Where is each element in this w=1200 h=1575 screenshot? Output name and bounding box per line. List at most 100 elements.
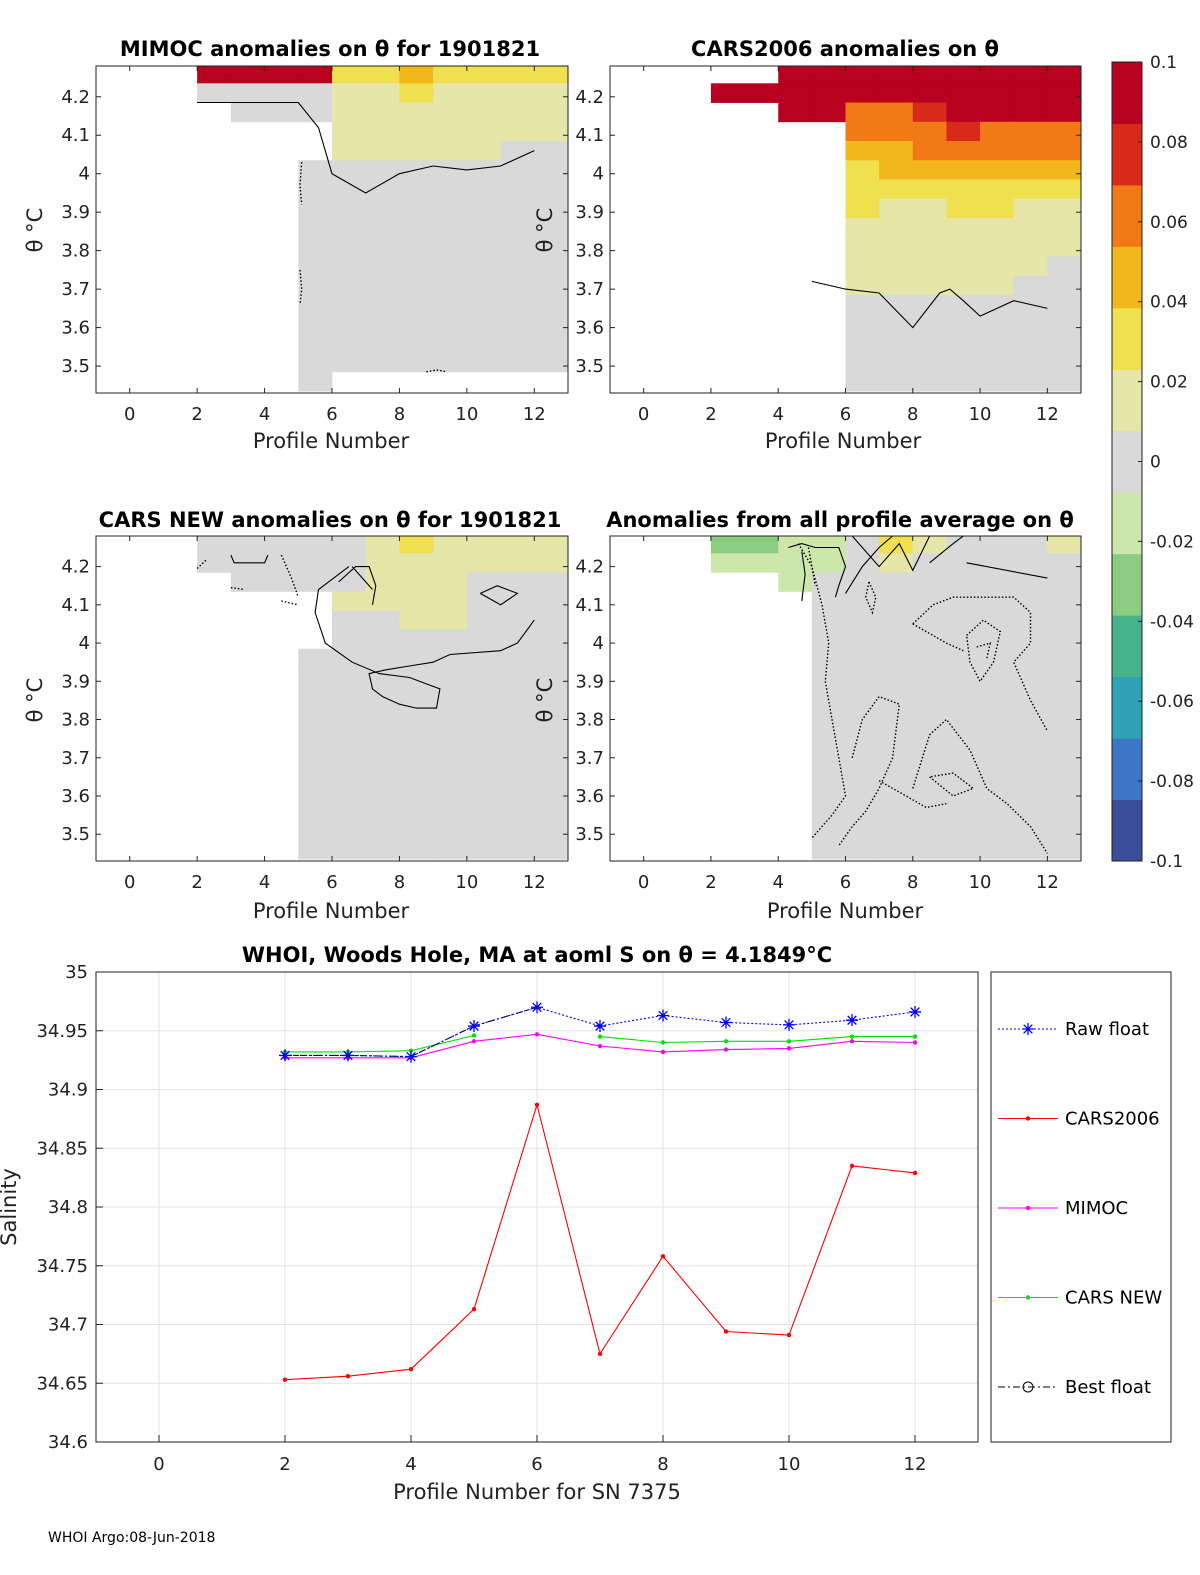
heatmap-cell xyxy=(433,294,468,315)
heatmap-title-1: CARS2006 anomalies on θ xyxy=(691,37,999,61)
heatmap-cell xyxy=(879,160,914,180)
series-marker xyxy=(783,1018,795,1031)
heatmap-cell xyxy=(879,198,914,219)
heatmap-cell xyxy=(879,687,914,707)
heatmap-cell xyxy=(845,217,880,238)
heatmap-cells xyxy=(197,66,569,392)
heatmap-cell xyxy=(1013,725,1048,745)
heatmap-cell xyxy=(298,553,333,573)
x-tick-label: 4 xyxy=(405,1454,416,1475)
heatmap-cell xyxy=(399,801,434,822)
heatmap-cell xyxy=(1013,275,1048,296)
heatmap-cell xyxy=(365,629,400,650)
heatmap-cell xyxy=(879,275,914,296)
heatmap-cell xyxy=(466,121,501,142)
heatmap-cell xyxy=(298,667,333,688)
series-marker xyxy=(786,1046,792,1051)
heatmap-panels: 0 2 4 6 8 10 12 3.5 3.6 3.7 3.8 3.9 4 4.1 4.2 0 2 4 6 8 10 12… xyxy=(61,65,1082,893)
y-tick-label: 3.9 xyxy=(575,671,604,692)
heatmap-cell xyxy=(534,198,569,219)
x-tick-label: 0 xyxy=(124,872,135,893)
heatmap-cell xyxy=(946,102,981,123)
series-marker xyxy=(660,1040,666,1045)
heatmap-cell xyxy=(1013,591,1048,611)
heatmap-cell xyxy=(332,536,367,554)
x-tick-label: 4 xyxy=(772,404,783,425)
heatmap-cell xyxy=(332,160,367,180)
contour-positive xyxy=(338,566,377,605)
heatmap-cell xyxy=(1013,371,1048,392)
heatmap-cell xyxy=(365,333,400,354)
heatmap-cell xyxy=(332,725,367,745)
series-marker xyxy=(597,1034,603,1039)
heatmap-cell xyxy=(466,256,501,277)
legend-marker xyxy=(1025,1295,1031,1300)
legend-label: Raw float xyxy=(1065,1019,1149,1040)
heatmap-cell xyxy=(534,160,569,180)
heatmap-panel-0: 0 2 4 6 8 10 12 3.5 3.6 3.7 3.8 3.9 4 4.1 4.2 xyxy=(61,65,569,425)
heatmap-cell xyxy=(332,256,367,277)
heatmap-cell xyxy=(365,839,400,860)
colorbar-tick-label: 0 xyxy=(1150,453,1161,473)
heatmap-cell xyxy=(845,763,880,784)
heatmap-cell xyxy=(365,725,400,745)
heatmap-cell xyxy=(946,648,981,669)
contour-negative xyxy=(281,600,299,606)
heatmap-cell xyxy=(365,83,400,103)
contour-positive xyxy=(351,566,373,590)
heatmap-cell xyxy=(500,352,535,373)
heatmap-cell xyxy=(500,198,535,219)
heatmap-cell xyxy=(365,237,400,257)
heatmap-cell xyxy=(500,217,535,238)
heatmap-cell xyxy=(912,371,947,392)
heatmap-cell xyxy=(1013,314,1048,334)
heatmap-cell xyxy=(946,687,981,707)
y-tick-label: 4.2 xyxy=(61,87,90,108)
series-marker xyxy=(723,1039,729,1044)
heatmap-cell xyxy=(332,275,367,296)
heatmap-cell xyxy=(879,725,914,745)
heatmap-cell xyxy=(399,179,434,200)
heatmap-cell xyxy=(1013,160,1048,180)
heatmap-cell xyxy=(332,102,367,123)
legend-entry: Raw float xyxy=(998,1019,1149,1040)
heatmap-cell xyxy=(1013,198,1048,219)
heatmap-cell xyxy=(845,839,880,860)
colorbar-segment xyxy=(1112,738,1142,801)
heatmap-cell xyxy=(811,610,846,631)
heatmap-cell xyxy=(298,256,333,277)
y-tick-label: 3.5 xyxy=(575,824,604,845)
y-tick-label: 34.75 xyxy=(36,1256,88,1277)
heatmap-cell xyxy=(1047,610,1082,631)
contour-positive xyxy=(197,101,535,194)
contour-lines xyxy=(811,280,1048,329)
heatmap-cell xyxy=(433,820,468,841)
heatmap-cell xyxy=(980,536,1015,554)
heatmap-cell xyxy=(298,839,333,860)
colorbar-segment xyxy=(1112,676,1142,739)
heatmap-cell xyxy=(534,648,569,669)
heatmap-cell xyxy=(534,553,569,573)
heatmap-cell xyxy=(879,591,914,611)
heatmap-cell xyxy=(466,536,501,554)
heatmap-cell xyxy=(534,102,569,123)
heatmap-cell xyxy=(500,782,535,803)
heatmap-cell xyxy=(912,839,947,860)
heatmap-cell xyxy=(946,66,981,84)
heatmap-cell xyxy=(879,294,914,315)
heatmap-cell xyxy=(433,237,468,257)
heatmap-cell xyxy=(1013,648,1048,669)
heatmap-cell xyxy=(1047,294,1082,315)
heatmap-cell xyxy=(264,83,299,103)
heatmap-cell xyxy=(399,572,434,592)
heatmap-cell xyxy=(332,294,367,315)
heatmap-cell xyxy=(197,83,232,103)
heatmap-cell xyxy=(399,687,434,707)
legend-marker xyxy=(1022,1381,1034,1393)
heatmap-cell xyxy=(980,725,1015,745)
heatmap-cell xyxy=(946,591,981,611)
legend-marker xyxy=(1022,1023,1034,1035)
heatmap-cell xyxy=(534,591,569,611)
heatmap-cell xyxy=(845,237,880,257)
heatmap-cell xyxy=(1013,763,1048,784)
